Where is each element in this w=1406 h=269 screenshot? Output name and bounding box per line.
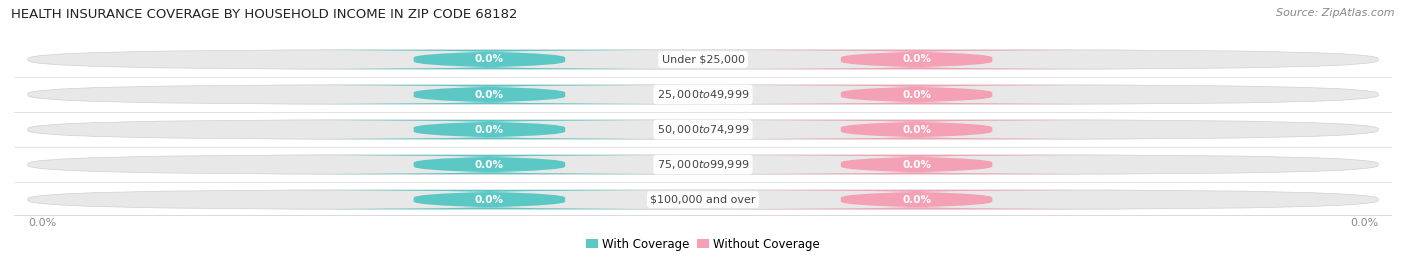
FancyBboxPatch shape xyxy=(689,155,1144,174)
FancyBboxPatch shape xyxy=(262,85,717,104)
FancyBboxPatch shape xyxy=(689,120,1144,139)
Text: 0.0%: 0.0% xyxy=(475,125,503,134)
Text: 0.0%: 0.0% xyxy=(475,194,503,204)
Text: 0.0%: 0.0% xyxy=(475,160,503,169)
Legend: With Coverage, Without Coverage: With Coverage, Without Coverage xyxy=(581,233,825,256)
Text: 0.0%: 0.0% xyxy=(903,90,931,100)
Text: 0.0%: 0.0% xyxy=(1350,218,1378,228)
FancyBboxPatch shape xyxy=(28,50,1378,69)
FancyBboxPatch shape xyxy=(28,155,1378,174)
Text: 0.0%: 0.0% xyxy=(475,90,503,100)
FancyBboxPatch shape xyxy=(28,190,1378,209)
Text: HEALTH INSURANCE COVERAGE BY HOUSEHOLD INCOME IN ZIP CODE 68182: HEALTH INSURANCE COVERAGE BY HOUSEHOLD I… xyxy=(11,8,517,21)
FancyBboxPatch shape xyxy=(262,190,717,209)
Text: 0.0%: 0.0% xyxy=(903,160,931,169)
FancyBboxPatch shape xyxy=(262,155,717,174)
Text: 0.0%: 0.0% xyxy=(903,55,931,65)
Text: 0.0%: 0.0% xyxy=(475,55,503,65)
Text: 0.0%: 0.0% xyxy=(903,194,931,204)
Text: $100,000 and over: $100,000 and over xyxy=(650,194,756,204)
Text: $25,000 to $49,999: $25,000 to $49,999 xyxy=(657,88,749,101)
FancyBboxPatch shape xyxy=(28,85,1378,104)
FancyBboxPatch shape xyxy=(262,120,717,139)
Text: $50,000 to $74,999: $50,000 to $74,999 xyxy=(657,123,749,136)
Text: $75,000 to $99,999: $75,000 to $99,999 xyxy=(657,158,749,171)
FancyBboxPatch shape xyxy=(28,120,1378,139)
Text: Source: ZipAtlas.com: Source: ZipAtlas.com xyxy=(1277,8,1395,18)
Text: Under $25,000: Under $25,000 xyxy=(661,55,745,65)
FancyBboxPatch shape xyxy=(689,190,1144,209)
FancyBboxPatch shape xyxy=(262,50,717,69)
Text: 0.0%: 0.0% xyxy=(28,218,56,228)
Text: 0.0%: 0.0% xyxy=(903,125,931,134)
FancyBboxPatch shape xyxy=(689,85,1144,104)
FancyBboxPatch shape xyxy=(689,50,1144,69)
